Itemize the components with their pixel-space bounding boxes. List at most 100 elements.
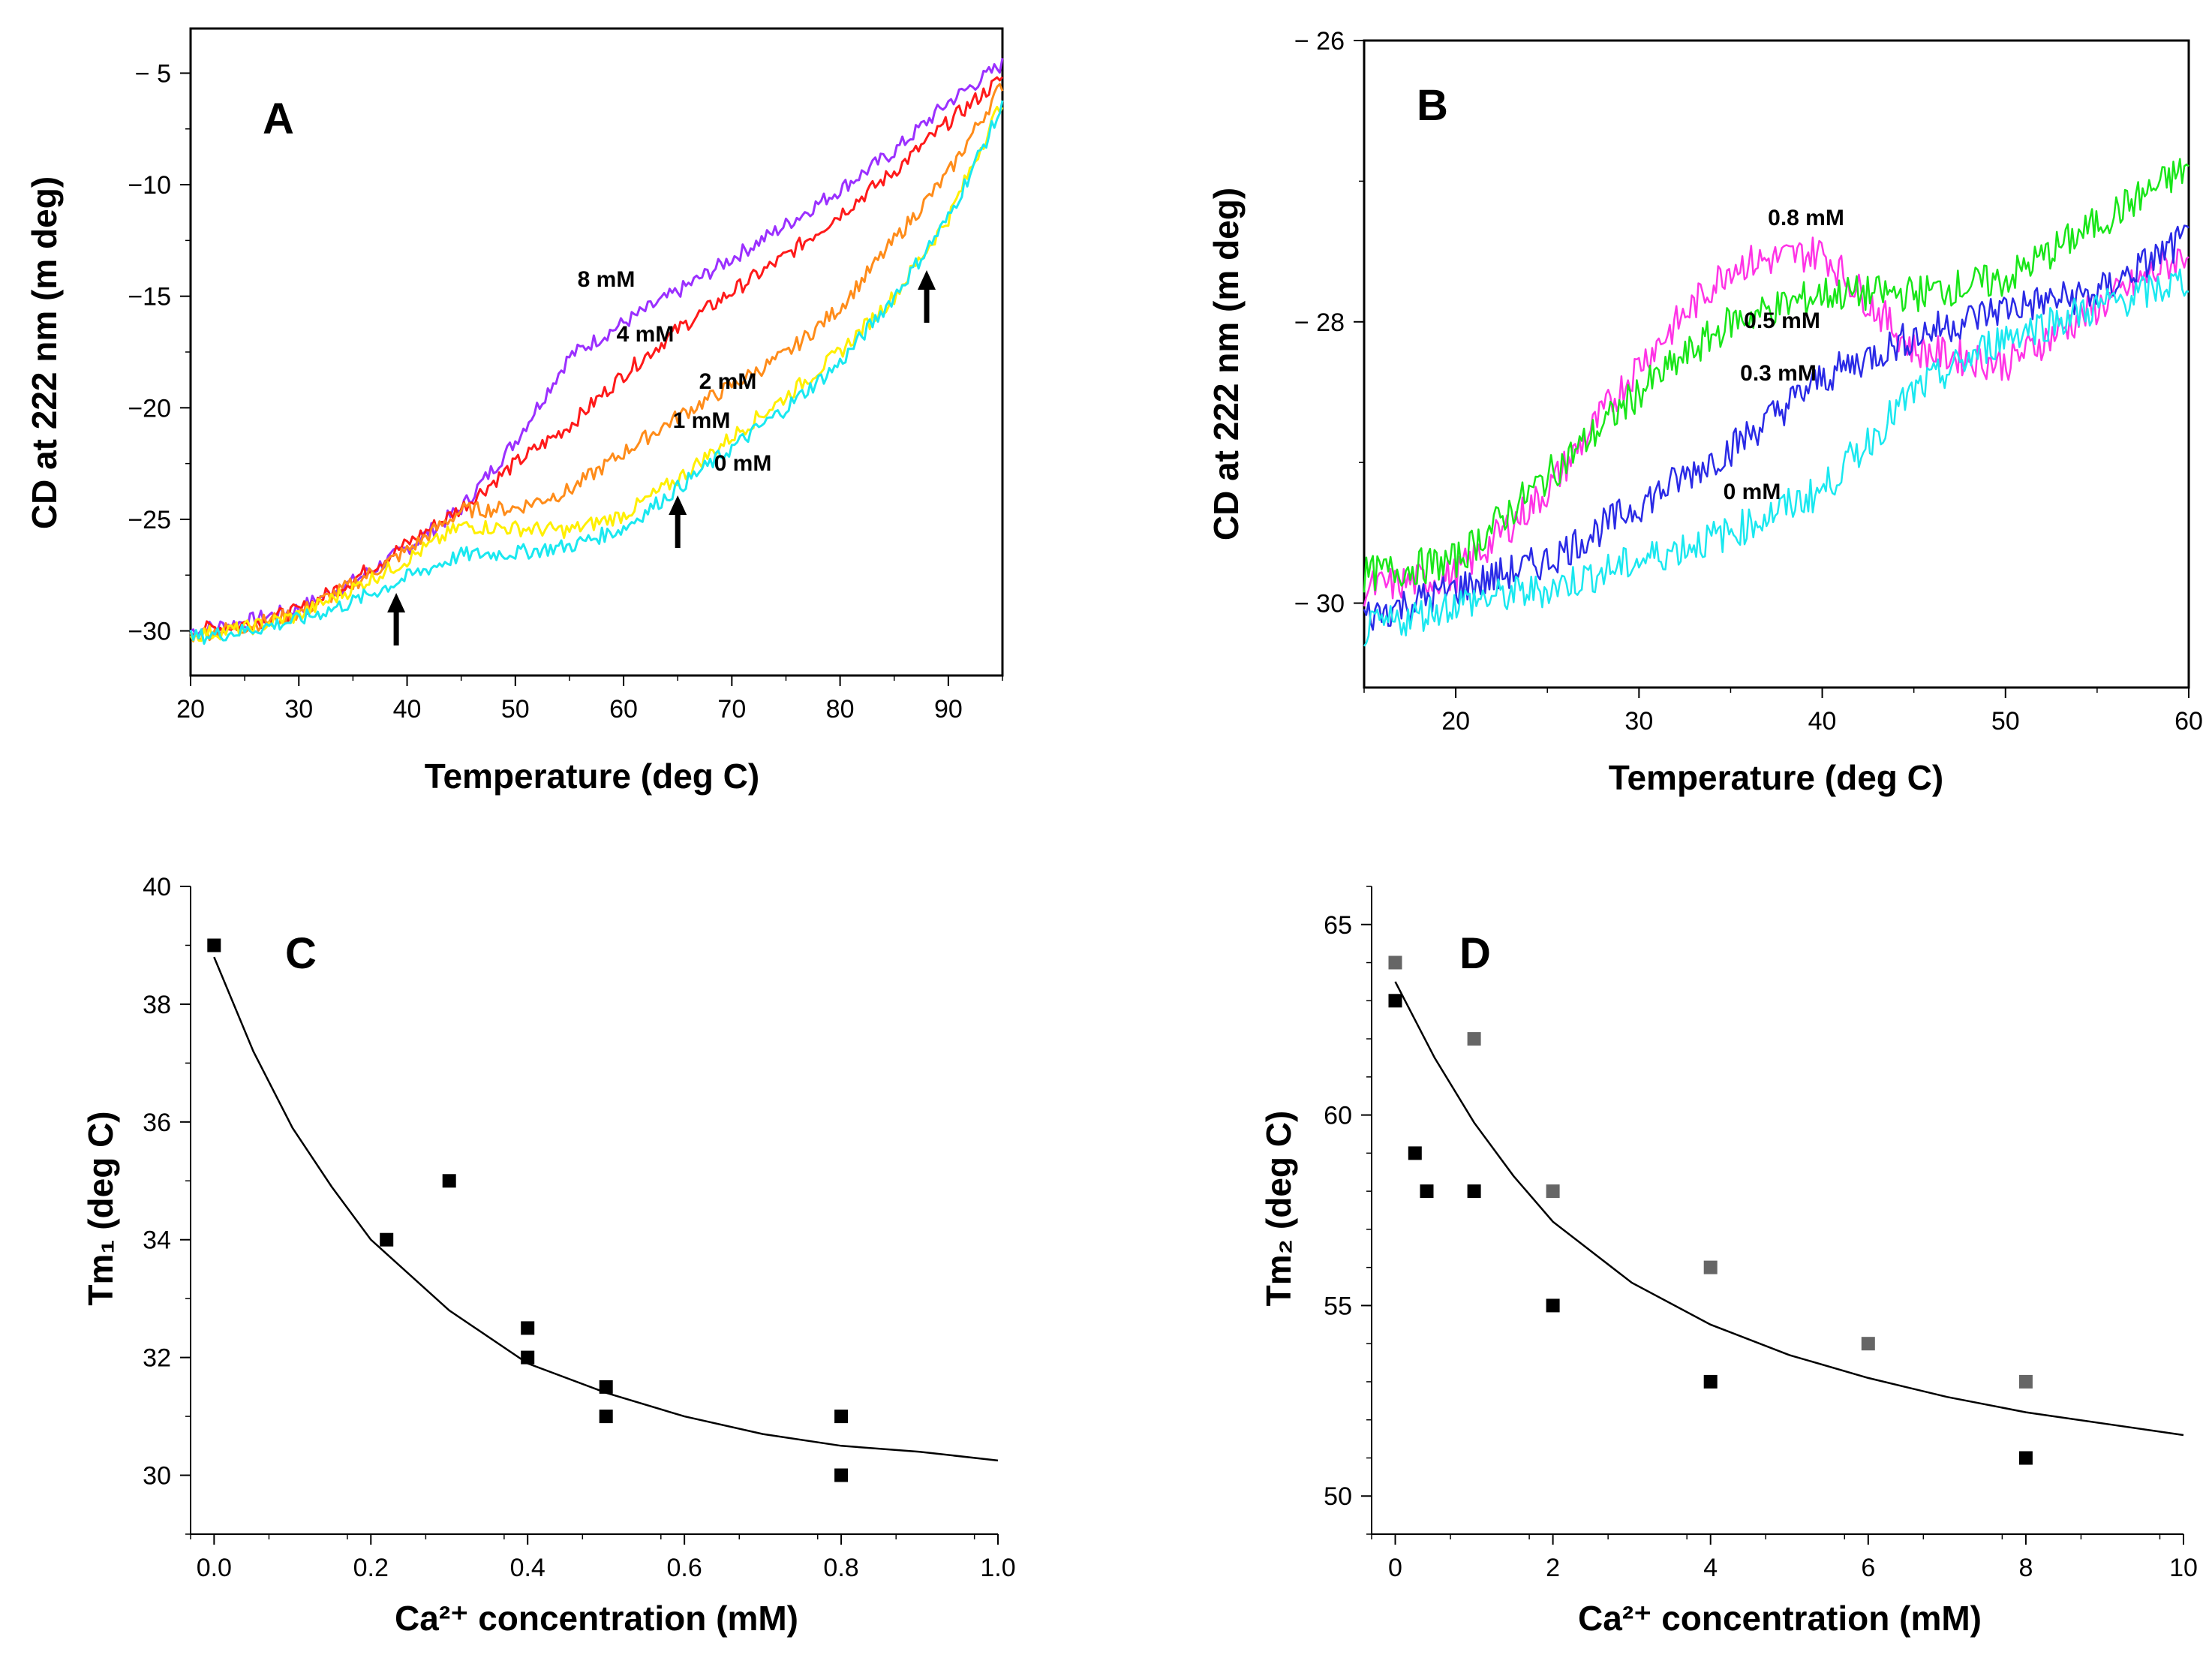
panel-d-letter: D bbox=[1459, 929, 1491, 978]
y-tick-label: − 28 bbox=[1294, 308, 1345, 337]
y-tick-label: 60 bbox=[1324, 1102, 1352, 1130]
x-tick-label: 6 bbox=[1861, 1554, 1875, 1582]
y-tick-label: −10 bbox=[128, 171, 171, 200]
x-tick-label: 30 bbox=[284, 695, 313, 724]
data-point bbox=[380, 1232, 394, 1247]
panel-a-x-axis-label: Temperature (deg C) bbox=[425, 757, 759, 796]
x-tick-label: 20 bbox=[1441, 707, 1470, 736]
series-line bbox=[189, 106, 1004, 642]
y-tick-label: −25 bbox=[128, 506, 171, 534]
panel-b-y-axis-label: CD at 222 nm (m deg) bbox=[1207, 188, 1246, 540]
panel-b-x-tick-labels: 20 30 40 50 60 bbox=[1363, 688, 2203, 736]
panel-c: 0.0 0.2 0.4 0.6 0.8 1.0 30 32 34 36 38 40 C Ca²⁺ c… bbox=[81, 873, 1016, 1638]
data-point bbox=[834, 1468, 849, 1482]
x-tick-label: 10 bbox=[2169, 1554, 2198, 1582]
series-line bbox=[1363, 158, 2189, 593]
panel-d-series bbox=[1388, 955, 2184, 1465]
y-tick-label: − 26 bbox=[1294, 27, 1345, 56]
data-point bbox=[1703, 1374, 1718, 1389]
x-tick-label: 0.8 bbox=[823, 1554, 858, 1582]
data-point bbox=[2018, 1374, 2033, 1389]
x-tick-label: 8 bbox=[2018, 1554, 2033, 1582]
panel-b-letter: B bbox=[1417, 81, 1448, 130]
panel-b-frame bbox=[1363, 39, 2190, 689]
x-tick-label: 0 bbox=[1388, 1554, 1402, 1582]
x-tick-label: 50 bbox=[501, 695, 530, 724]
x-tick-label: 4 bbox=[1703, 1554, 1718, 1582]
panel-c-letter: C bbox=[285, 929, 317, 978]
x-tick-label: 40 bbox=[1808, 707, 1837, 736]
panel-b-x-axis-label: Temperature (deg C) bbox=[1609, 758, 1943, 797]
panel-d-y-axis-label: Tm₂ (deg C) bbox=[1259, 1111, 1298, 1307]
data-point bbox=[521, 1321, 535, 1335]
panel-c-y-tick-labels: 30 32 34 36 38 40 bbox=[143, 873, 191, 1535]
y-tick-label: 36 bbox=[143, 1109, 171, 1137]
x-tick-label: 90 bbox=[934, 695, 963, 724]
data-point bbox=[1546, 1184, 1560, 1199]
y-tick-label: 55 bbox=[1324, 1292, 1352, 1320]
series-label: 0.3 mM bbox=[1740, 361, 1817, 386]
data-point bbox=[207, 938, 221, 952]
series-label: 0 mM bbox=[1724, 480, 1781, 504]
panel-a-series: 8 mM 4 mM 2 mM 1 mM 0 mM bbox=[189, 58, 1004, 645]
x-tick-label: 60 bbox=[609, 695, 638, 724]
fit-curve bbox=[1394, 981, 2184, 1437]
series-line bbox=[190, 76, 1004, 639]
x-tick-label: 1.0 bbox=[980, 1554, 1015, 1582]
data-point bbox=[1546, 1298, 1560, 1313]
series-label: 2 mM bbox=[699, 369, 757, 394]
panel-a-letter: A bbox=[263, 95, 294, 143]
series-label: 0 mM bbox=[714, 451, 772, 476]
x-tick-label: 0.2 bbox=[353, 1554, 389, 1582]
panel-c-x-tick-labels: 0.0 0.2 0.4 0.6 0.8 1.0 bbox=[190, 1534, 1016, 1582]
x-tick-label: 40 bbox=[393, 695, 422, 724]
data-point bbox=[521, 1350, 535, 1365]
x-tick-label: 50 bbox=[1991, 707, 2020, 736]
series-label: 4 mM bbox=[617, 322, 675, 347]
panel-b-series: 0.8 mM 0.5 mM 0.3 mM 0 mM bbox=[1363, 158, 2189, 647]
panel-a-annotations bbox=[387, 270, 936, 645]
panel-b-y-tick-labels: − 26 − 28 − 30 bbox=[1294, 27, 1364, 618]
data-point bbox=[1388, 955, 1402, 970]
up-arrow-icon bbox=[669, 495, 687, 515]
data-point bbox=[1408, 1146, 1422, 1160]
series-line bbox=[1363, 268, 2189, 647]
x-tick-label: 0.4 bbox=[510, 1554, 545, 1582]
panel-c-x-axis-label: Ca²⁺ concentration (mM) bbox=[395, 1599, 798, 1638]
panel-a-y-axis-label: CD at 222 nm (m deg) bbox=[25, 176, 64, 529]
x-tick-label: 2 bbox=[1546, 1554, 1560, 1582]
x-tick-label: 60 bbox=[2174, 707, 2203, 736]
data-point bbox=[2018, 1451, 2033, 1465]
series-line bbox=[189, 83, 1004, 642]
y-tick-label: 38 bbox=[143, 991, 171, 1019]
x-tick-label: 80 bbox=[826, 695, 855, 724]
data-point bbox=[1420, 1184, 1434, 1199]
series-line bbox=[189, 100, 1004, 645]
up-arrow-icon bbox=[387, 593, 406, 612]
up-arrow-icon bbox=[918, 270, 936, 290]
panel-b: 20 30 40 50 60 − 26 − 28 − 30 0.8 mM 0.5 mM 0.3 … bbox=[1207, 27, 2203, 797]
series-line bbox=[1363, 236, 2189, 606]
panel-d-x-tick-labels: 0 2 4 6 8 10 bbox=[1371, 1534, 2198, 1582]
panel-a-x-tick-labels: 20 30 40 50 60 70 80 90 bbox=[176, 676, 1003, 724]
y-tick-label: 40 bbox=[143, 873, 171, 901]
data-point bbox=[442, 1174, 456, 1188]
series-label: 8 mM bbox=[578, 267, 636, 292]
series-label: 0.8 mM bbox=[1768, 206, 1844, 230]
y-tick-label: 30 bbox=[143, 1462, 171, 1491]
y-tick-label: −20 bbox=[128, 394, 171, 423]
panel-c-y-axis-label: Tm₁ (deg C) bbox=[81, 1111, 120, 1305]
panel-d-x-axis-label: Ca²⁺ concentration (mM) bbox=[1578, 1599, 1982, 1638]
panel-d-y-tick-labels: 50 55 60 65 bbox=[1324, 886, 1372, 1535]
panel-d: 0 2 4 6 8 10 50 55 60 65 D Ca²⁺ concentration (m… bbox=[1259, 886, 2198, 1638]
data-point bbox=[599, 1380, 613, 1394]
panel-c-series bbox=[207, 938, 999, 1482]
series-line bbox=[190, 58, 1004, 637]
y-tick-label: 50 bbox=[1324, 1482, 1352, 1511]
panel-a-y-tick-labels: − 5 −10 −15 −20 −25 −30 bbox=[128, 59, 191, 646]
data-point bbox=[1467, 1032, 1481, 1046]
y-tick-label: − 30 bbox=[1294, 590, 1345, 618]
x-tick-label: 70 bbox=[717, 695, 746, 724]
series-label: 0.5 mM bbox=[1744, 308, 1820, 333]
